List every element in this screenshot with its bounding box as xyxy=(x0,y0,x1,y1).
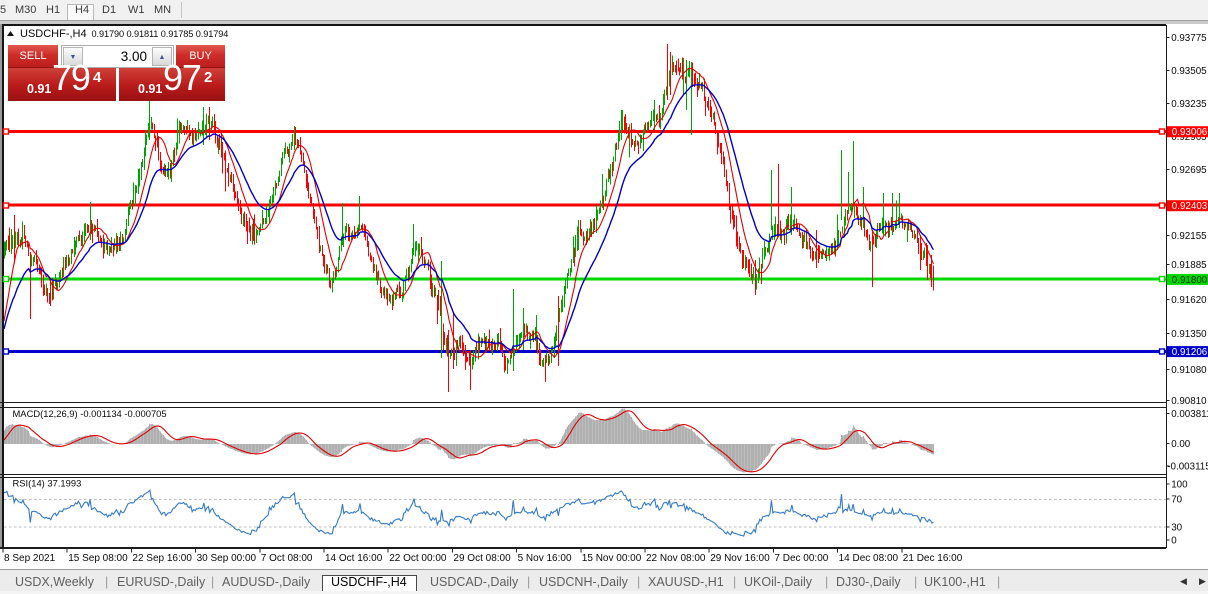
svg-text:14 Dec 08:00: 14 Dec 08:00 xyxy=(839,553,899,564)
svg-text:15 Nov 00:00: 15 Nov 00:00 xyxy=(582,553,642,564)
svg-text:0.92403: 0.92403 xyxy=(1172,201,1208,212)
svg-text:RSI(14) 37.1993: RSI(14) 37.1993 xyxy=(13,478,82,489)
svg-text:5 Nov 16:00: 5 Nov 16:00 xyxy=(518,553,572,564)
svg-text:0: 0 xyxy=(1171,536,1177,547)
svg-text:0.92965: 0.92965 xyxy=(1171,132,1207,143)
svg-text:21 Dec 16:00: 21 Dec 16:00 xyxy=(903,553,963,564)
svg-text:14 Oct 16:00: 14 Oct 16:00 xyxy=(325,553,383,564)
svg-text:22 Oct 00:00: 22 Oct 00:00 xyxy=(389,553,447,564)
svg-text:0.93775: 0.93775 xyxy=(1171,33,1207,44)
svg-text:29 Oct 08:00: 29 Oct 08:00 xyxy=(453,553,511,564)
svg-text:0.91620: 0.91620 xyxy=(1171,295,1207,306)
svg-text:0.91080: 0.91080 xyxy=(1171,365,1207,376)
svg-text:100: 100 xyxy=(1171,479,1188,490)
svg-text:MACD(12,26,9) -0.001134 -0.000: MACD(12,26,9) -0.001134 -0.000705 xyxy=(13,408,167,419)
svg-text:0.003811: 0.003811 xyxy=(1171,409,1208,420)
svg-text:22 Nov 08:00: 22 Nov 08:00 xyxy=(646,553,706,564)
svg-text:7 Oct 08:00: 7 Oct 08:00 xyxy=(261,553,313,564)
svg-text:70: 70 xyxy=(1171,495,1182,506)
svg-text:-0.003115: -0.003115 xyxy=(1167,461,1208,472)
svg-text:30: 30 xyxy=(1171,523,1182,534)
svg-text:0.91800: 0.91800 xyxy=(1172,275,1208,286)
svg-text:0.93505: 0.93505 xyxy=(1171,66,1207,77)
svg-text:22 Sep 16:00: 22 Sep 16:00 xyxy=(132,553,192,564)
svg-text:0.93235: 0.93235 xyxy=(1171,99,1207,110)
svg-text:8 Sep 2021: 8 Sep 2021 xyxy=(4,553,56,564)
svg-text:0.00: 0.00 xyxy=(1171,439,1191,450)
svg-text:0.91206: 0.91206 xyxy=(1172,347,1208,358)
svg-text:0.93006: 0.93006 xyxy=(1172,127,1208,138)
svg-text:0.92155: 0.92155 xyxy=(1171,231,1207,242)
svg-text:0.91350: 0.91350 xyxy=(1171,329,1207,340)
svg-text:0.92695: 0.92695 xyxy=(1171,165,1207,176)
svg-text:15 Sep 08:00: 15 Sep 08:00 xyxy=(68,553,128,564)
svg-text:30 Sep 00:00: 30 Sep 00:00 xyxy=(197,553,257,564)
svg-text:29 Nov 16:00: 29 Nov 16:00 xyxy=(710,553,770,564)
svg-text:7 Dec 00:00: 7 Dec 00:00 xyxy=(774,553,828,564)
svg-text:0.91885: 0.91885 xyxy=(1171,260,1207,271)
svg-text:0.90810: 0.90810 xyxy=(1171,396,1207,407)
